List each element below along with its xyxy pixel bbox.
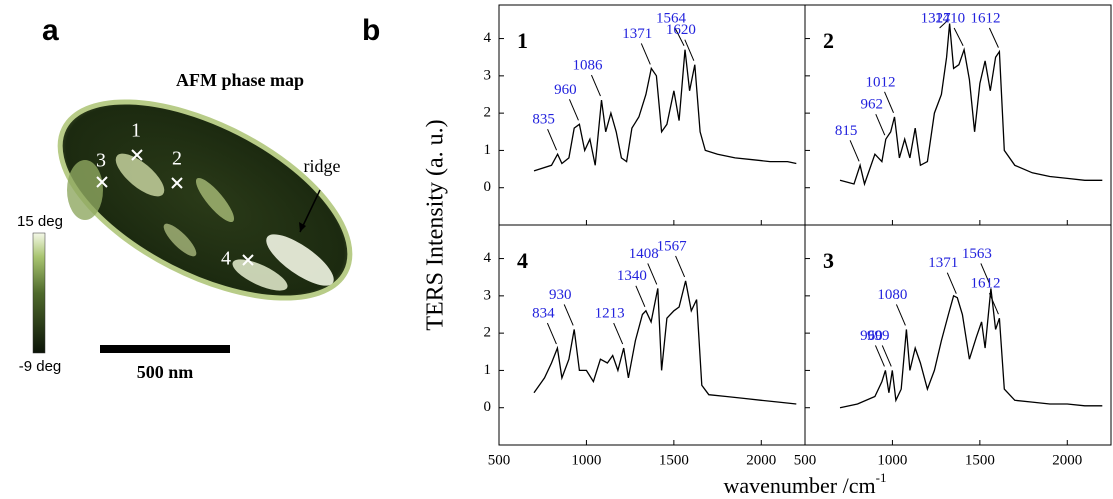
peak-arrow bbox=[895, 304, 906, 326]
x-axis-label-superscript: -1 bbox=[876, 470, 887, 485]
peak-arrow bbox=[675, 255, 686, 278]
peak-arrow bbox=[647, 263, 658, 285]
peak-arrow bbox=[546, 322, 557, 345]
panel-number: 2 bbox=[823, 28, 834, 53]
marker-label: 3 bbox=[96, 150, 106, 172]
peak-label: 1371 bbox=[622, 26, 652, 42]
colorbar-min: -9 deg bbox=[19, 358, 62, 375]
colorbar bbox=[32, 232, 46, 354]
peak-arrow bbox=[874, 345, 885, 367]
colorbar-max: 15 deg bbox=[17, 213, 63, 230]
y-tick-label: 2 bbox=[484, 325, 492, 341]
peak-label: 1612 bbox=[970, 10, 1000, 26]
panel-label: a bbox=[42, 14, 59, 47]
peak-label: 1408 bbox=[629, 246, 659, 262]
plot-frame bbox=[804, 224, 1112, 446]
peak-label: 815 bbox=[835, 123, 858, 139]
peak-arrow bbox=[635, 285, 646, 307]
marker-label: 1 bbox=[131, 120, 141, 142]
peak-label: 1086 bbox=[572, 58, 603, 74]
x-axis-label: wavenumber /cm-1 bbox=[724, 470, 887, 498]
peak-arrow bbox=[953, 27, 964, 46]
ridge-label: ridge bbox=[304, 156, 341, 176]
peak-label: 1371 bbox=[928, 255, 958, 271]
y-tick-label: 3 bbox=[484, 67, 492, 83]
peak-arrow bbox=[613, 322, 624, 345]
spectrum-line bbox=[839, 288, 1103, 409]
spectrum-line bbox=[533, 280, 797, 405]
peak-arrow bbox=[684, 39, 695, 61]
x-tick-label: 1000 bbox=[571, 452, 601, 468]
peak-arrow bbox=[980, 263, 991, 285]
scale-label: 500 nm bbox=[137, 362, 194, 382]
afm-image bbox=[57, 99, 353, 301]
afm-title: AFM phase map bbox=[176, 70, 304, 90]
peak-arrow bbox=[563, 304, 574, 326]
peak-label: 962 bbox=[861, 97, 884, 113]
peak-label: 1340 bbox=[617, 268, 647, 284]
peak-arrow bbox=[674, 27, 685, 46]
peak-label: 834 bbox=[532, 305, 555, 321]
peak-label: 1612 bbox=[970, 276, 1000, 292]
peak-label: 1080 bbox=[877, 287, 907, 303]
x-tick-label: 1500 bbox=[965, 452, 995, 468]
y-tick-label: 1 bbox=[484, 362, 492, 378]
peak-arrow bbox=[988, 27, 999, 48]
x-tick-label: 500 bbox=[794, 452, 817, 468]
peak-label: 960 bbox=[860, 328, 883, 344]
peak-label: 1563 bbox=[962, 246, 992, 262]
y-tick-label: 2 bbox=[484, 105, 492, 121]
peak-arrow bbox=[640, 43, 651, 65]
y-axis-label: TERS Intensity (a. u.) bbox=[423, 119, 449, 330]
spectrum-line bbox=[839, 23, 1103, 187]
x-tick-label: 2000 bbox=[1052, 452, 1082, 468]
peak-arrow bbox=[939, 19, 949, 29]
scale-bar bbox=[100, 345, 230, 353]
peak-arrow bbox=[849, 140, 860, 162]
marker-label: 2 bbox=[172, 148, 182, 170]
peak-label: 960 bbox=[554, 82, 577, 98]
peak-arrow bbox=[591, 74, 601, 97]
panel-label: b bbox=[362, 14, 380, 47]
marker-label: 4 bbox=[221, 248, 231, 270]
x-tick-label: 1500 bbox=[659, 452, 689, 468]
panel-number: 1 bbox=[517, 28, 528, 53]
x-tick-label: 2000 bbox=[746, 452, 776, 468]
x-tick-label: 1000 bbox=[877, 452, 907, 468]
peak-arrow bbox=[881, 345, 892, 367]
peak-arrow bbox=[884, 91, 894, 114]
y-tick-label: 4 bbox=[484, 250, 492, 266]
panel-number: 3 bbox=[823, 248, 834, 273]
peak-arrow bbox=[568, 99, 579, 121]
peak-label: 999 bbox=[867, 328, 890, 344]
peak-label: 1012 bbox=[866, 74, 896, 90]
peak-label: 930 bbox=[549, 287, 572, 303]
peak-label: 1410 bbox=[935, 10, 965, 26]
peak-label: 1620 bbox=[666, 22, 696, 38]
peak-label: 835 bbox=[532, 112, 555, 128]
x-axis-label-text: wavenumber /cm bbox=[724, 473, 876, 498]
peak-arrow bbox=[547, 128, 558, 151]
peak-label: 1327 bbox=[921, 10, 952, 26]
y-tick-label: 0 bbox=[484, 179, 492, 195]
y-tick-label: 0 bbox=[484, 399, 492, 415]
peak-arrow bbox=[988, 293, 999, 315]
peak-label: 1564 bbox=[656, 10, 687, 26]
peak-arrow bbox=[946, 272, 957, 294]
peak-label: 1213 bbox=[595, 305, 625, 321]
y-tick-label: 1 bbox=[484, 142, 492, 158]
panel-number: 4 bbox=[517, 248, 528, 273]
spectrum-line bbox=[533, 49, 797, 172]
plot-frame bbox=[804, 4, 1112, 226]
peak-label: 1567 bbox=[657, 238, 688, 254]
y-tick-label: 4 bbox=[484, 30, 492, 46]
peak-arrow bbox=[875, 114, 886, 136]
y-tick-label: 3 bbox=[484, 287, 492, 303]
x-tick-label: 500 bbox=[488, 452, 511, 468]
